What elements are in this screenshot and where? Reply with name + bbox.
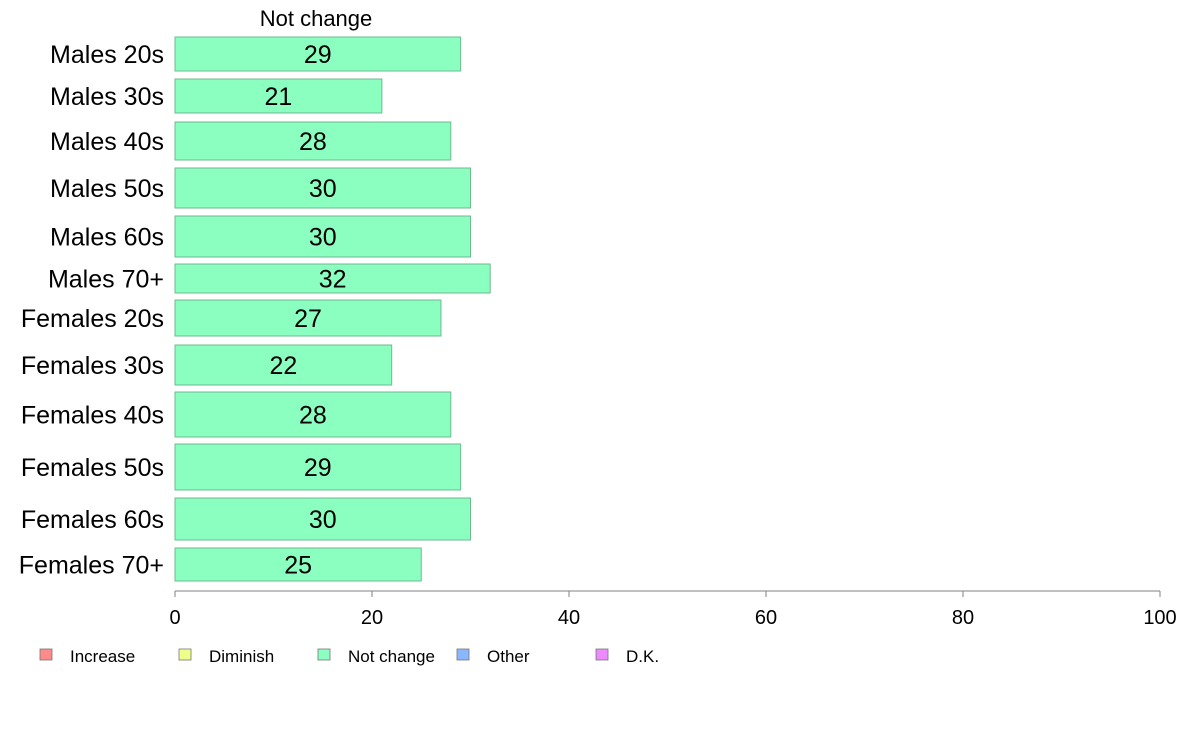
category-label-males-20s: Males 20s	[50, 41, 164, 69]
x-tick-label-0: 0	[169, 607, 180, 629]
value-label-males-70plus: 32	[319, 266, 347, 294]
bar-males-60s	[174, 215, 471, 258]
category-label-males-40s: Males 40s	[50, 128, 164, 156]
category-label-males-70plus: Males 70+	[48, 266, 164, 294]
value-label-females-70plus: 25	[284, 552, 312, 580]
bar-males-70plus	[174, 263, 491, 294]
bar-males-30s	[174, 78, 383, 114]
value-label-females-40s: 28	[299, 402, 327, 430]
legend-swatch-diminish	[178, 648, 192, 661]
x-tick-label-20: 20	[361, 607, 383, 629]
legend-label-not-change: Not change	[348, 647, 435, 666]
legend: Increase Diminish Not change Other D.K.	[39, 647, 659, 666]
category-label-females-70plus: Females 70+	[19, 552, 164, 580]
legend-label-d-k: D.K.	[626, 647, 659, 666]
value-label-females-50s: 29	[304, 454, 332, 482]
bar-females-40s	[174, 391, 452, 438]
legend-swatch-not-change	[317, 648, 331, 661]
value-label-males-60s: 30	[309, 224, 337, 252]
category-label-males-60s: Males 60s	[50, 224, 164, 252]
value-label-females-60s: 30	[309, 506, 337, 534]
legend-label-increase: Increase	[70, 647, 135, 666]
bar-females-20s	[174, 299, 442, 337]
bar-females-60s	[174, 497, 471, 541]
category-label-females-50s: Females 50s	[21, 454, 164, 482]
bar-males-50s	[174, 167, 471, 209]
value-label-males-20s: 29	[304, 41, 332, 69]
category-label-females-40s: Females 40s	[21, 402, 164, 430]
legend-swatch-increase	[39, 648, 53, 661]
category-label-males-30s: Males 30s	[50, 83, 164, 111]
bar-males-40s	[174, 121, 452, 161]
value-label-males-40s: 28	[299, 128, 327, 156]
legend-swatch-other	[456, 648, 470, 661]
value-label-males-50s: 30	[309, 175, 337, 203]
panel-title: Not change	[260, 6, 373, 31]
category-label-females-20s: Females 20s	[21, 305, 164, 333]
category-label-males-50s: Males 50s	[50, 175, 164, 203]
category-label-females-30s: Females 30s	[21, 352, 164, 380]
legend-label-diminish: Diminish	[209, 647, 274, 666]
x-tick-label-80: 80	[952, 607, 974, 629]
legend-label-other: Other	[487, 647, 530, 666]
legend-swatch-d-k	[595, 648, 609, 661]
bar-females-50s	[174, 443, 462, 491]
bars-group	[174, 36, 491, 582]
x-tick-label-60: 60	[755, 607, 777, 629]
x-axis: 0 20 40 60 80 100	[169, 590, 1177, 629]
value-label-males-30s: 21	[265, 83, 293, 111]
category-label-females-60s: Females 60s	[21, 506, 164, 534]
bar-males-20s	[174, 36, 462, 72]
bar-females-70plus	[174, 547, 422, 582]
bar-females-30s	[174, 344, 393, 386]
x-tick-label-100: 100	[1143, 607, 1176, 629]
value-label-females-20s: 27	[294, 305, 322, 333]
category-labels: Males 20s Males 30s Males 40s Males 50s Male…	[19, 41, 164, 580]
x-tick-label-40: 40	[558, 607, 580, 629]
value-label-females-30s: 22	[269, 352, 297, 380]
